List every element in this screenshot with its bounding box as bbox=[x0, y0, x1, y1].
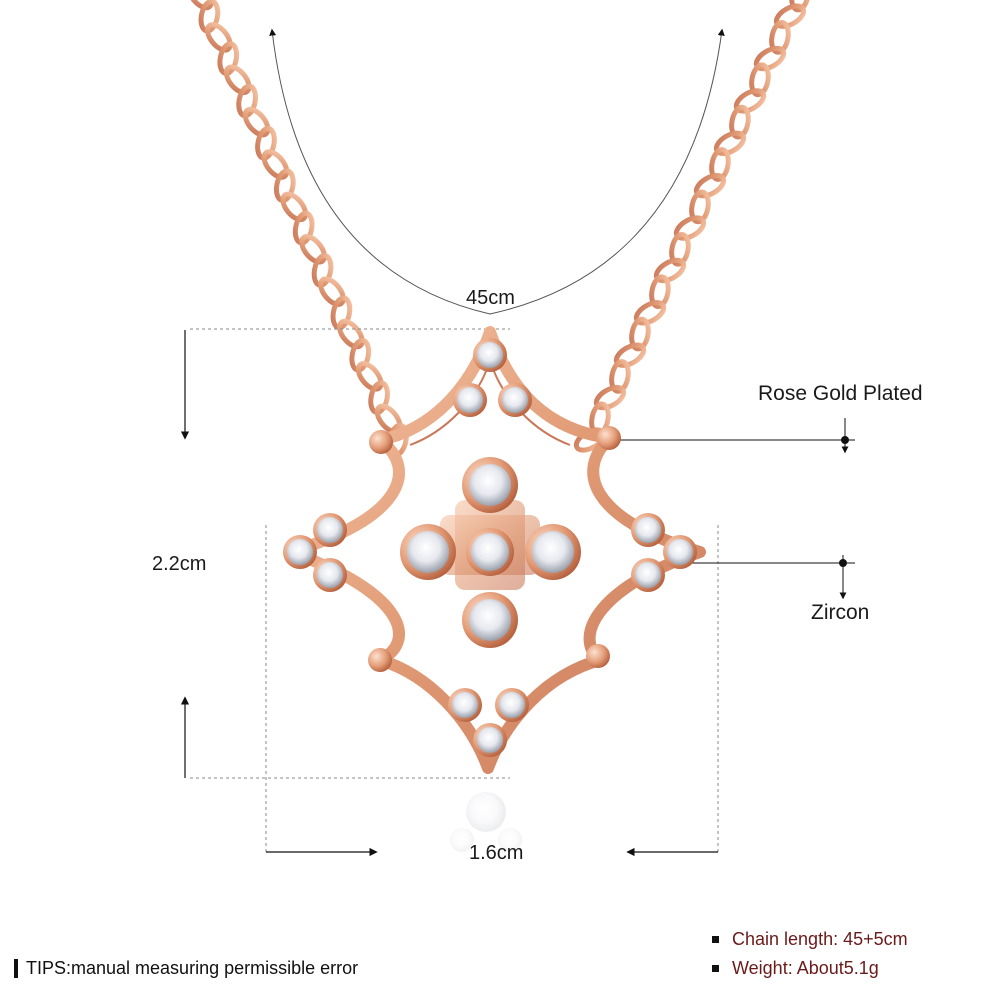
chain-link bbox=[318, 276, 346, 307]
zircon-stone bbox=[477, 727, 503, 753]
chain-link bbox=[649, 274, 671, 309]
chain-link bbox=[299, 234, 327, 265]
pendant-width-label: 1.6cm bbox=[469, 842, 524, 864]
chain-link bbox=[205, 22, 233, 53]
chain-link bbox=[629, 316, 651, 352]
zircon-stone bbox=[317, 562, 343, 588]
zircon-stone bbox=[499, 692, 525, 718]
chain-link bbox=[355, 361, 384, 392]
zircon-stone bbox=[635, 562, 661, 588]
chain-link bbox=[789, 0, 811, 13]
bullet-icon bbox=[712, 965, 719, 972]
zircon-stone bbox=[317, 517, 343, 543]
zircon-stone bbox=[477, 342, 503, 368]
stone-callout: Zircon bbox=[811, 601, 870, 624]
tips-bar-icon bbox=[14, 959, 18, 978]
measure-guides bbox=[190, 328, 719, 852]
spec-weight: Weight: About5.1g bbox=[712, 958, 879, 979]
chain-link bbox=[689, 189, 711, 225]
chain-link bbox=[223, 64, 252, 95]
tips-text: TIPS:manual measuring permissible error bbox=[26, 958, 359, 978]
plating-callout: Rose Gold Plated bbox=[758, 382, 923, 405]
bullet-icon bbox=[712, 936, 719, 943]
chain bbox=[186, 0, 811, 458]
pendant bbox=[283, 326, 706, 900]
chain-link bbox=[261, 149, 290, 180]
chain-link bbox=[186, 0, 214, 11]
chain-link bbox=[337, 318, 365, 350]
chain-link bbox=[242, 106, 271, 138]
zircon-stone bbox=[452, 692, 478, 718]
zircon-stone bbox=[667, 539, 693, 565]
spec-text: Chain length: 45+5cm bbox=[732, 929, 908, 949]
zircon-stone bbox=[502, 387, 528, 413]
zircon-stone bbox=[635, 517, 661, 543]
pendant-height-label: 2.2cm bbox=[152, 553, 207, 575]
chain-link bbox=[769, 20, 791, 55]
chain-length-arc bbox=[269, 28, 725, 315]
chain-link bbox=[280, 191, 309, 223]
chain-link bbox=[669, 231, 691, 267]
chain-length-label: 45cm bbox=[466, 287, 515, 309]
chain-link bbox=[709, 147, 731, 182]
dimension-arrows bbox=[180, 330, 718, 857]
chain-link bbox=[729, 104, 751, 140]
chain-link bbox=[749, 62, 771, 98]
zircon-stone bbox=[457, 387, 483, 413]
tips-note: TIPS:manual measuring permissible error bbox=[14, 958, 358, 979]
zircon-stone bbox=[287, 539, 313, 565]
spec-text: Weight: About5.1g bbox=[732, 958, 879, 978]
chain-link bbox=[609, 359, 631, 394]
spec-chain-length: Chain length: 45+5cm bbox=[712, 929, 908, 950]
